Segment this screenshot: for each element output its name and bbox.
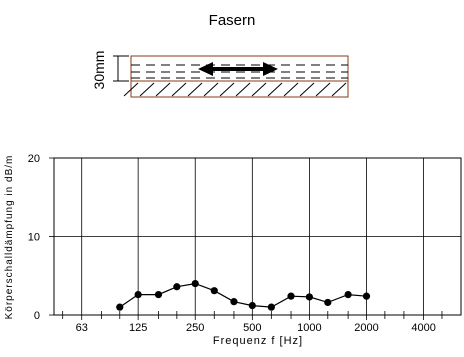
- hatch-line: [123, 82, 139, 97]
- diagram-title: Fasern: [209, 12, 256, 29]
- data-point: [154, 290, 163, 299]
- data-point: [116, 303, 124, 311]
- data-point: [210, 287, 218, 295]
- hatch-line: [315, 82, 331, 97]
- data-point: [287, 292, 295, 300]
- data-point: [305, 293, 314, 301]
- hatch-line: [235, 82, 251, 97]
- data-point: [230, 298, 238, 306]
- data-point: [362, 292, 371, 300]
- chart-grid: [54, 157, 461, 316]
- hatch-line: [331, 82, 347, 97]
- data-point: [248, 301, 256, 310]
- substrate-hatch: [123, 82, 347, 97]
- x-minor-ticks: [62, 311, 443, 320]
- x-tick-labels: 63 125 250 500 1000 2000 4000: [76, 322, 436, 334]
- thickness-label: 30mm: [91, 51, 107, 90]
- thickness-dimension: [113, 55, 129, 82]
- x-tick-label: 63: [76, 322, 88, 334]
- x-tick-label: 250: [186, 322, 204, 334]
- data-points: [116, 280, 371, 311]
- x-tick-label: 1000: [297, 322, 321, 334]
- layer-diagram: 30mm: [91, 51, 349, 98]
- data-point: [134, 290, 142, 299]
- x-tick-label: 125: [129, 322, 147, 334]
- y-tick-labels: 0 10 20: [28, 153, 54, 322]
- hatch-line: [219, 82, 235, 97]
- data-point: [173, 283, 181, 291]
- chart: 63 125 250 500 1000 2000 4000 0 10 20 Frequenz f…: [4, 153, 462, 347]
- hatch-line: [187, 82, 203, 97]
- data-point: [324, 298, 332, 307]
- y-axis-label: Körperschalldämpfung in dB/m: [4, 155, 15, 320]
- data-point: [344, 290, 352, 299]
- hatch-line: [299, 82, 315, 97]
- y-tick-label: 10: [28, 232, 40, 244]
- hatch-line: [171, 82, 187, 97]
- data-point: [191, 280, 199, 288]
- x-axis-label: Frequenz f [Hz]: [213, 335, 303, 347]
- data-point: [267, 303, 275, 311]
- y-tick-label: 20: [28, 153, 40, 165]
- double-arrow-icon: [198, 62, 278, 76]
- hatch-line: [283, 82, 299, 97]
- x-tick-label: 4000: [411, 322, 435, 334]
- hatch-line: [139, 82, 155, 97]
- y-tick-label: 0: [34, 310, 40, 322]
- hatch-line: [203, 82, 219, 97]
- x-tick-label: 500: [243, 322, 261, 334]
- hatch-line: [155, 82, 171, 97]
- hatch-line: [251, 82, 267, 97]
- hatch-line: [267, 82, 283, 97]
- x-tick-label: 2000: [354, 322, 378, 334]
